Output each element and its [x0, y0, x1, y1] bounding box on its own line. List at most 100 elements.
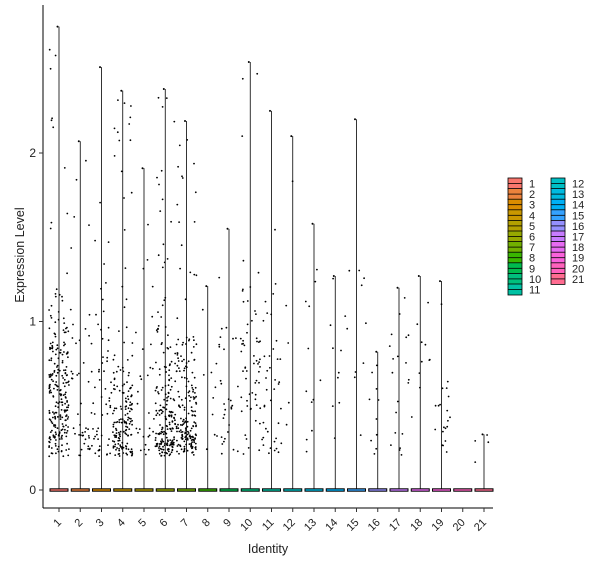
data-point [131, 423, 134, 426]
data-point [61, 416, 64, 419]
data-point [274, 228, 276, 231]
data-point [101, 298, 104, 301]
data-point [215, 362, 218, 365]
data-point [60, 409, 63, 411]
data-point [440, 303, 443, 306]
legend-label: 15 [572, 210, 584, 222]
data-point [182, 450, 185, 453]
data-point [154, 389, 157, 392]
data-point [114, 388, 116, 391]
data-point [126, 426, 129, 429]
data-point [106, 453, 108, 455]
data-point [371, 371, 373, 374]
data-point [156, 176, 158, 179]
data-point [101, 337, 104, 340]
violin-base [198, 488, 218, 492]
data-point [54, 54, 57, 57]
data-point [151, 285, 154, 288]
data-point [78, 454, 81, 457]
data-point [160, 389, 163, 391]
legend-label: 1 [529, 179, 535, 191]
data-point [251, 319, 253, 322]
data-point [185, 417, 188, 420]
data-point [181, 343, 184, 346]
data-point [184, 436, 187, 439]
data-point [277, 383, 280, 385]
data-point [128, 428, 131, 430]
data-point [156, 386, 158, 388]
data-point [177, 338, 180, 341]
violin-base [325, 488, 345, 492]
data-point [100, 328, 102, 331]
data-point [54, 333, 57, 336]
data-point [285, 423, 288, 426]
data-point [220, 327, 223, 330]
data-point [66, 272, 68, 275]
x-tick-label: 5 [136, 517, 149, 530]
violin-base [177, 488, 196, 492]
y-tick-label: 1 [29, 315, 36, 329]
data-point [130, 448, 133, 451]
data-point [193, 221, 196, 223]
data-point [231, 404, 234, 407]
data-point [392, 358, 394, 360]
data-point [184, 397, 187, 400]
data-point [65, 381, 68, 384]
data-point [449, 416, 451, 419]
data-point [434, 404, 437, 407]
data-point [360, 284, 363, 287]
data-point [486, 434, 488, 436]
data-point [61, 299, 64, 302]
data-point [180, 355, 182, 357]
data-point [52, 434, 55, 437]
data-point [223, 440, 225, 443]
data-point [274, 283, 277, 285]
data-point [54, 442, 57, 445]
data-point [166, 442, 169, 445]
data-point [168, 410, 171, 413]
data-point [192, 454, 195, 456]
data-point [120, 408, 123, 410]
data-point [148, 412, 150, 414]
data-point [277, 422, 280, 425]
data-point [166, 347, 169, 349]
data-point [65, 435, 68, 438]
data-point [348, 269, 351, 272]
data-point [162, 351, 165, 354]
data-point [205, 285, 208, 288]
data-point [65, 415, 67, 418]
data-point [173, 399, 176, 402]
data-point [55, 381, 58, 383]
data-point [272, 348, 275, 350]
data-point [123, 421, 126, 424]
data-point [110, 391, 113, 394]
data-point [210, 371, 213, 374]
data-point [161, 198, 164, 201]
x-tick-label: 10 [238, 517, 255, 534]
data-point [331, 405, 334, 407]
data-point [273, 440, 276, 443]
x-tick-label: 8 [200, 517, 213, 530]
violin-base [347, 488, 366, 492]
data-point [185, 385, 188, 388]
data-point [176, 450, 178, 453]
data-point [287, 401, 290, 404]
data-point [129, 116, 132, 119]
data-point [269, 447, 272, 449]
violin-8 [198, 286, 218, 492]
data-point [115, 370, 118, 373]
data-point [370, 439, 372, 442]
data-point [123, 420, 126, 422]
y-tick-label: 0 [29, 483, 36, 497]
data-point [120, 170, 123, 173]
data-point [178, 144, 181, 147]
data-point [126, 381, 128, 384]
violin-base [262, 488, 281, 492]
data-point [228, 424, 231, 426]
data-point [61, 353, 64, 356]
data-point [168, 379, 171, 382]
data-point [255, 359, 258, 362]
legend-label: 21 [572, 274, 584, 286]
violin-base [474, 488, 494, 492]
data-point [285, 304, 288, 307]
